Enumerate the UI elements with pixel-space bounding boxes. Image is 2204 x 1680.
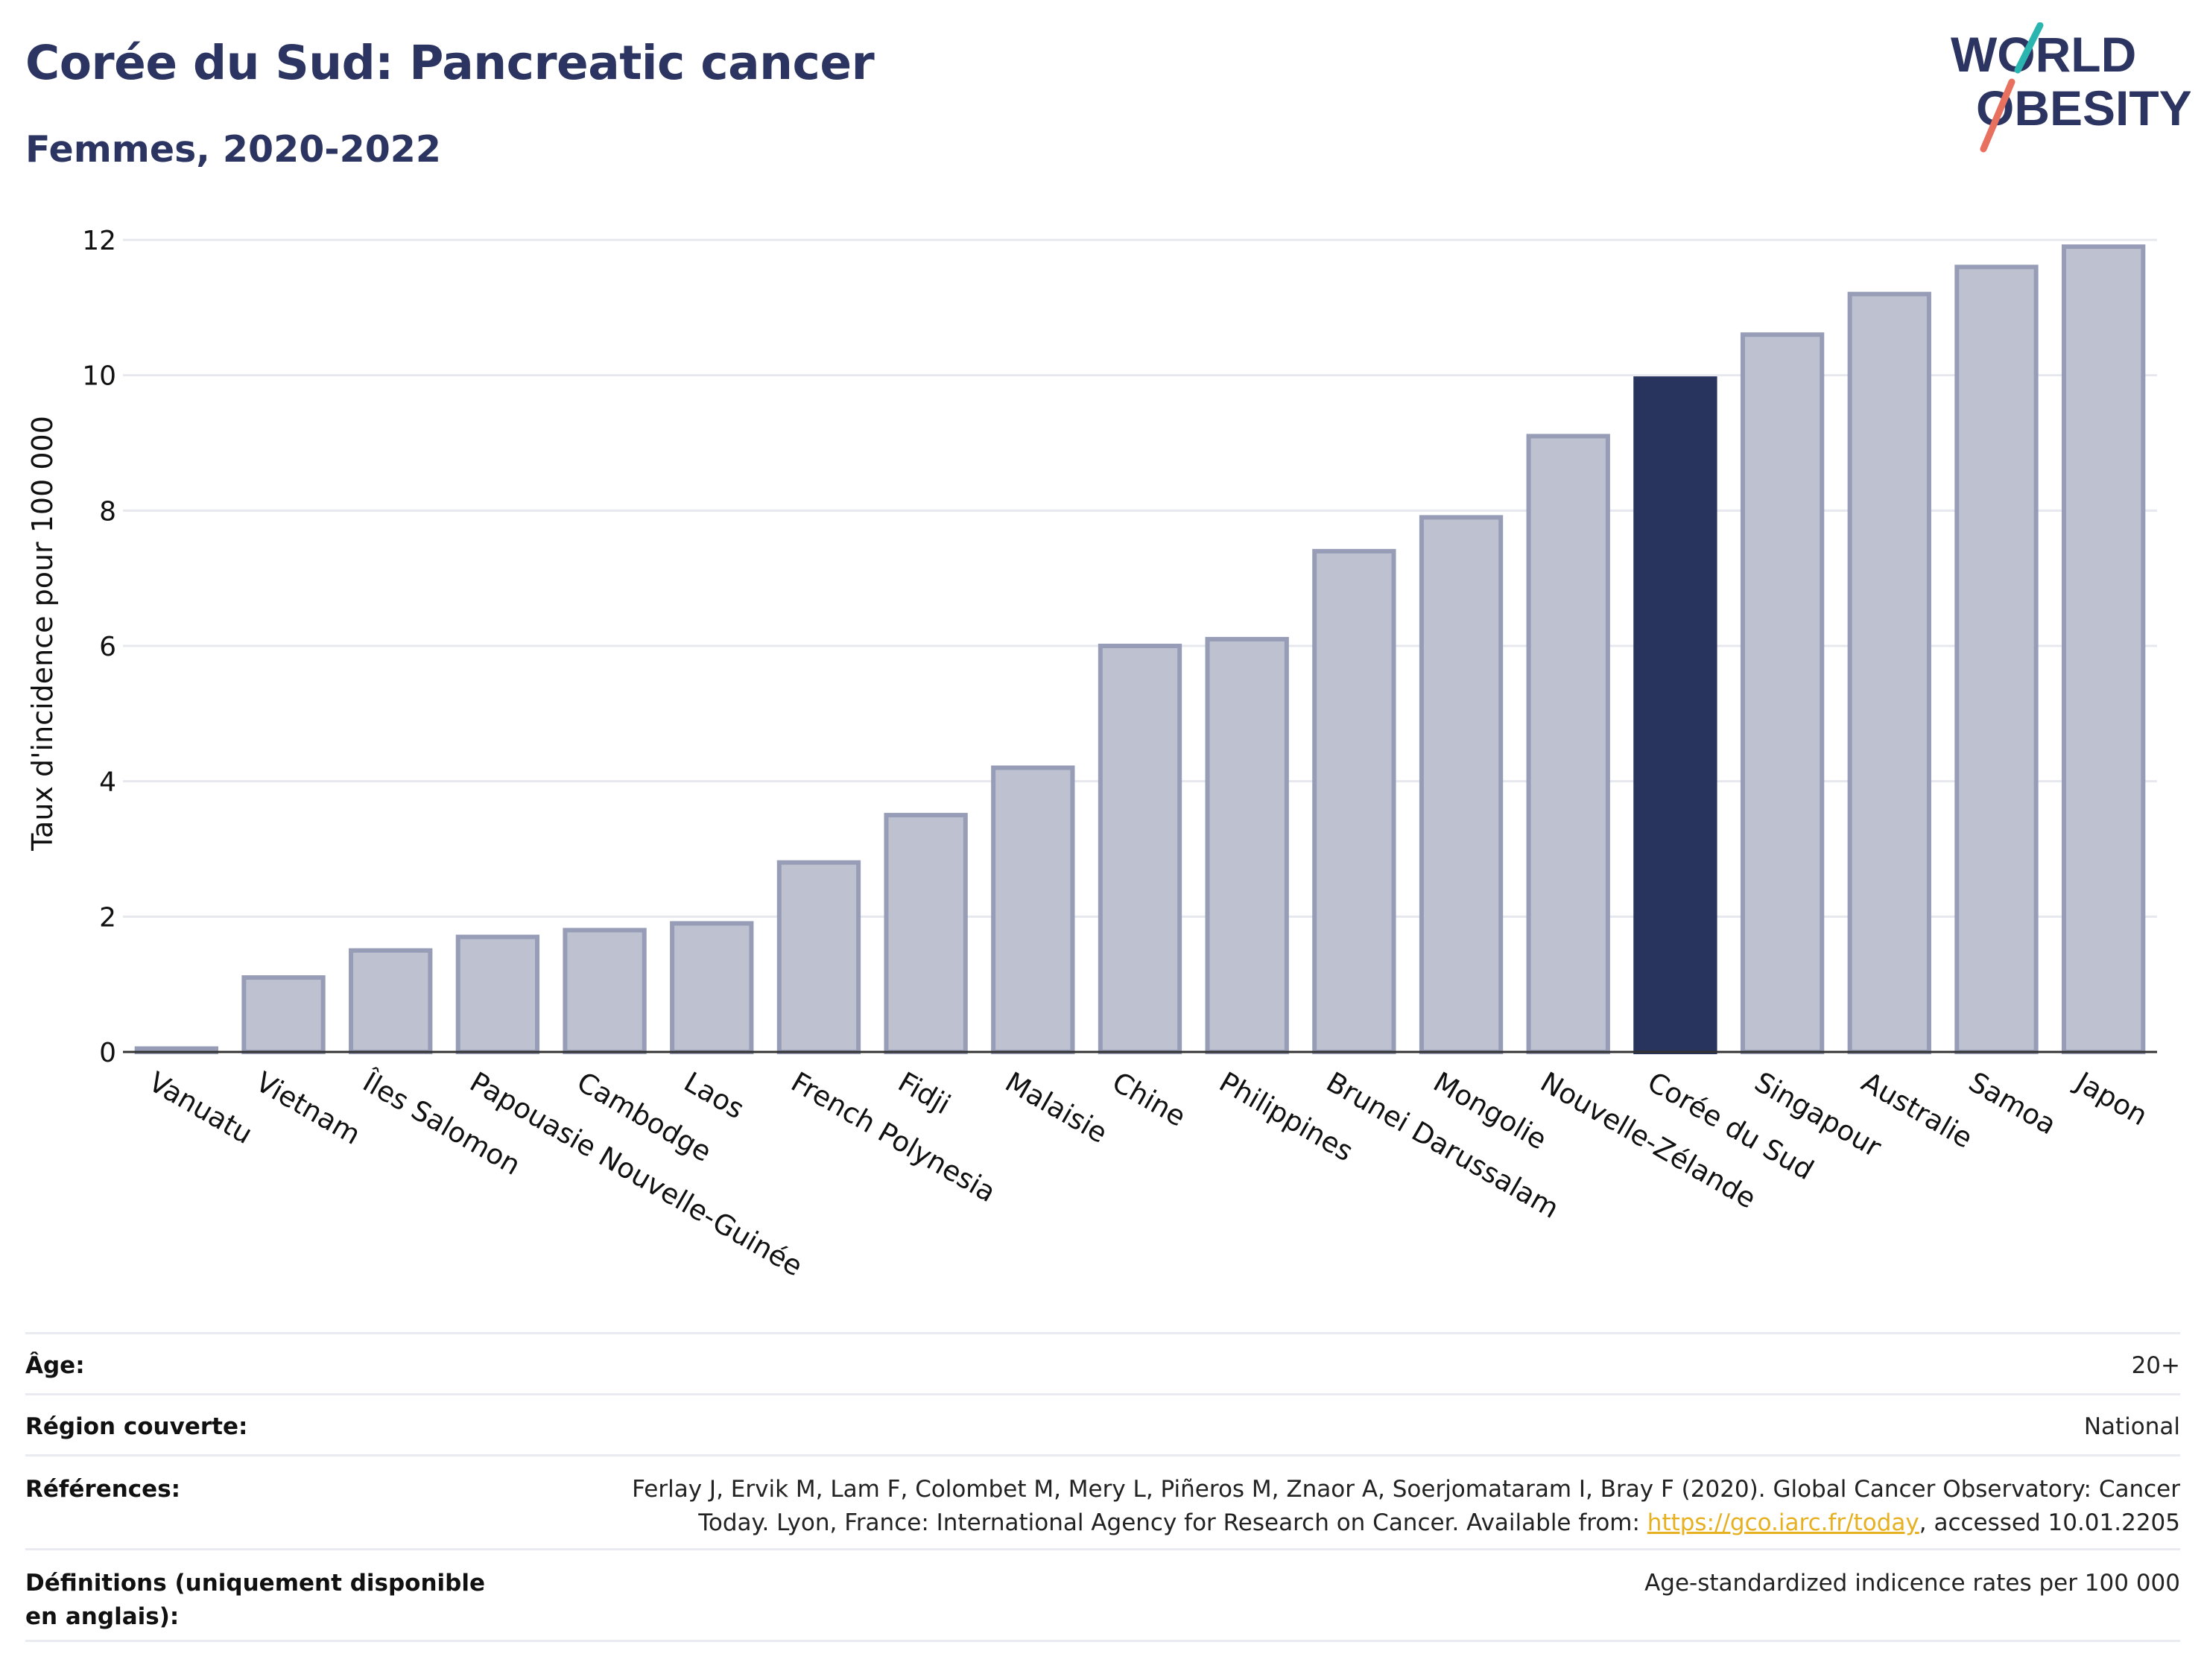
logo-slash-teal	[2014, 22, 2044, 74]
bar	[776, 860, 861, 1054]
definitions-label: Définitions (uniquement disponible en an…	[25, 1570, 486, 1630]
x-tick-label: Laos	[679, 1066, 750, 1126]
chart-subtitle: Femmes, 2020-2022	[25, 128, 441, 171]
bar	[1205, 636, 1289, 1054]
bar	[1098, 644, 1182, 1054]
x-tick-label: Vanuatu	[143, 1066, 258, 1151]
meta-row-age: Âge: 20+	[25, 1332, 2180, 1393]
bar	[1419, 515, 1504, 1054]
y-tick-label: 10	[82, 361, 116, 392]
logo-word-world: WORLD	[1951, 27, 2136, 82]
y-tick-label: 4	[99, 767, 116, 798]
x-tick-label: Vietnam	[250, 1066, 366, 1151]
y-axis-label: Taux d'incidence pour 100 000	[26, 416, 59, 852]
y-tick-label: 8	[99, 496, 116, 527]
region-value: National	[2083, 1413, 2180, 1440]
world-obesity-logo: WORLD OBESITY	[1951, 22, 2191, 153]
definitions-value: Age-standardized indicence rates per 100…	[1644, 1570, 2180, 1597]
bar	[455, 934, 540, 1055]
references-accessed: , accessed 10.01.2205	[1919, 1509, 2180, 1536]
x-tick-label: Samoa	[1963, 1066, 2062, 1141]
bar	[349, 948, 433, 1054]
y-tick-label: 6	[99, 632, 116, 662]
meta-row-region: Région couverte: National	[25, 1393, 2180, 1454]
x-tick-label: Fidji	[893, 1066, 956, 1121]
x-tick-label: Chine	[1107, 1066, 1191, 1133]
x-tick-label: Japon	[2069, 1065, 2153, 1132]
y-tick-label: 12	[82, 226, 116, 256]
bar	[1526, 434, 1610, 1054]
bar	[1312, 548, 1396, 1054]
y-tick-label: 0	[99, 1038, 116, 1068]
meta-row-references: Références: Ferlay J, Ervik M, Lam F, Co…	[25, 1454, 2180, 1548]
metadata-table: Âge: 20+ Région couverte: National Référ…	[25, 1332, 2180, 1642]
region-label: Région couverte:	[25, 1413, 248, 1440]
bar	[241, 975, 326, 1055]
age-label: Âge:	[25, 1352, 85, 1379]
bar	[991, 765, 1075, 1054]
references-label: Références:	[25, 1476, 181, 1503]
bar-highlighted	[1633, 376, 1717, 1055]
references-link[interactable]: https://gco.iarc.fr/today	[1647, 1509, 1919, 1536]
chart-title: Corée du Sud: Pancreatic cancer	[25, 36, 875, 90]
x-tick-label: Malaisie	[1000, 1066, 1113, 1150]
bar	[884, 813, 968, 1055]
age-value: 20+	[2131, 1352, 2180, 1379]
references-text: Ferlay J, Ervik M, Lam F, Colombet M, Me…	[632, 1476, 2180, 1536]
bar	[1847, 291, 1931, 1054]
bar	[1740, 332, 1825, 1054]
bars	[134, 244, 2146, 1055]
logo-slash-coral	[1980, 78, 2015, 153]
references-value: Ferlay J, Ervik M, Lam F, Colombet M, Me…	[556, 1473, 2180, 1540]
y-tick-label: 2	[99, 902, 116, 933]
meta-row-definitions: Définitions (uniquement disponible en an…	[25, 1548, 2180, 1642]
bar	[1954, 264, 2039, 1054]
bar	[2061, 244, 2146, 1054]
x-tick-label: French Polynesia	[785, 1066, 1001, 1209]
bar	[670, 921, 754, 1054]
bar	[563, 928, 647, 1054]
